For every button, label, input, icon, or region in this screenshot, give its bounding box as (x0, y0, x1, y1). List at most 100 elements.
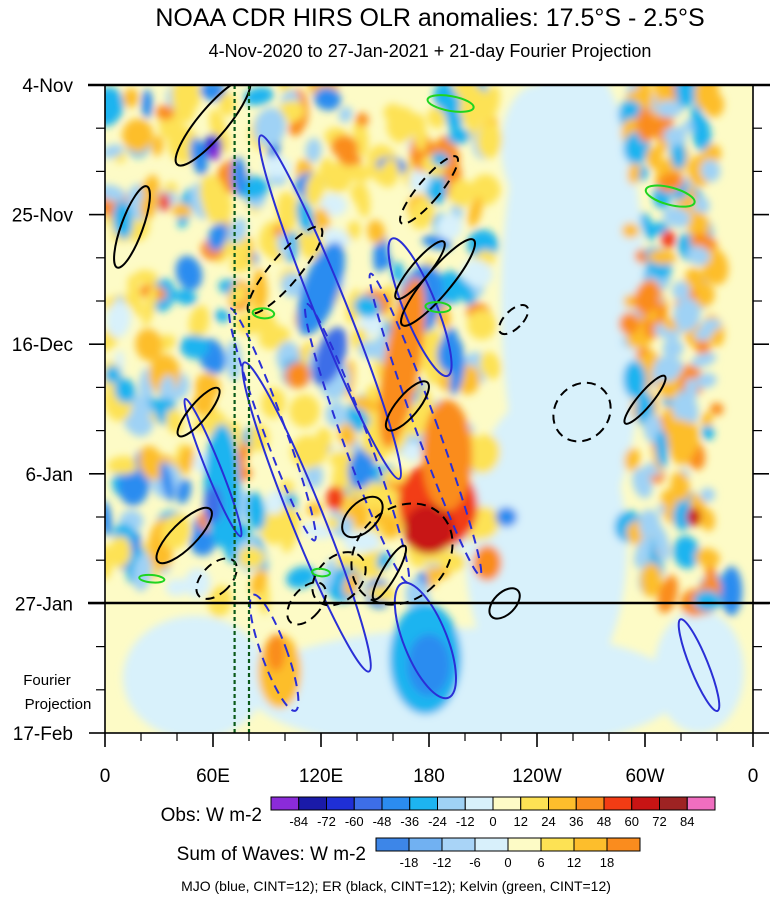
forecast-label-line2: Projection (25, 696, 92, 713)
anomaly-patch (135, 328, 163, 361)
anomaly-patch (141, 89, 153, 119)
anomaly-patch (661, 230, 676, 249)
anomaly-patch (694, 328, 713, 341)
anomaly-patch (348, 448, 375, 490)
anomaly-patch (479, 183, 502, 197)
anomaly-patch (297, 241, 345, 336)
x-tick-label: 120E (299, 766, 343, 787)
anomaly-patch (190, 528, 216, 556)
er-contour (394, 240, 446, 301)
waves-colorbar-swatch (507, 837, 542, 852)
obs-colorbar-swatch (659, 796, 688, 811)
anomaly-patch (623, 360, 647, 399)
anomaly-patch (673, 535, 700, 569)
anomaly-patch (701, 412, 713, 428)
anomaly-patch (476, 122, 503, 159)
waves-colorbar-level-label: -18 (400, 855, 419, 870)
anomaly-patch (296, 198, 315, 234)
anomaly-patch (640, 562, 662, 598)
anomaly-patch (118, 465, 150, 506)
anomaly-patch (467, 309, 497, 340)
anomaly-patch (426, 328, 442, 346)
obs-colorbar-swatch (631, 796, 660, 811)
anomaly-patch (720, 566, 743, 616)
mjo-contour (227, 307, 317, 542)
obs-colorbar-label: Obs: W m-2 (161, 805, 262, 826)
anomaly-patch (647, 249, 677, 265)
x-tick-label: 180 (413, 766, 445, 787)
er-contour (371, 544, 408, 601)
anomaly-patch (467, 196, 483, 228)
obs-colorbar-level-label: 12 (514, 814, 528, 829)
anomaly-patch (105, 184, 126, 202)
obs-colorbar-swatch (575, 796, 605, 811)
anomaly-patch (252, 268, 268, 310)
anomaly-patch (655, 100, 683, 118)
anomaly-patch (686, 507, 701, 527)
anomaly-patch (179, 334, 210, 359)
obs-colorbar-level-label: 24 (541, 814, 555, 829)
x-tick-label: 0 (100, 766, 111, 787)
anomaly-patch (204, 486, 222, 524)
obs-colorbar-level-label: -48 (373, 814, 392, 829)
anomaly-patch (407, 634, 451, 696)
anomaly-patch (495, 507, 518, 527)
er-contour (174, 85, 252, 167)
mjo-contour (368, 272, 483, 577)
waves-colorbar-label: Sum of Waves: W m-2 (177, 844, 366, 865)
anomaly-patch (465, 393, 627, 703)
anomaly-patch (367, 219, 386, 245)
wave-contours (113, 85, 721, 713)
anomaly-patch (208, 585, 232, 618)
anomaly-patch (350, 184, 366, 206)
anomaly-patch (675, 85, 691, 109)
mjo-contour (393, 581, 457, 700)
y-axis: 4-Nov 25-Nov 16-Dec 6-Jan 27-Jan 17-Feb (12, 76, 769, 745)
er-contour (341, 495, 384, 539)
anomaly-patch (142, 285, 158, 327)
anomaly-patch (657, 172, 684, 193)
anomaly-patch (685, 378, 698, 401)
anomaly-patch (171, 203, 192, 218)
obs-colorbar-swatch (326, 796, 355, 811)
anomaly-patch (461, 259, 493, 287)
anomaly-patch (114, 377, 136, 404)
er-contour (155, 506, 213, 565)
y-tick-label: 6-Jan (25, 465, 73, 486)
legend-footnote: MJO (blue, CINT=12); ER (black, CINT=12)… (181, 878, 611, 894)
anomaly-patch (351, 396, 380, 412)
waves-colorbar-level-label: -12 (433, 855, 452, 870)
anomaly-patch (690, 104, 703, 134)
anomaly-patch (313, 87, 341, 111)
anomaly-patch (640, 212, 655, 242)
anomaly-patch (633, 279, 661, 315)
anomaly-patch (305, 172, 325, 207)
er-contour (623, 374, 667, 425)
anomaly-patch (501, 85, 573, 209)
anomaly-patch (349, 499, 369, 529)
er-contour (113, 185, 151, 269)
anomaly-patch (662, 206, 691, 228)
anomaly-patch (346, 220, 361, 241)
anomaly-patch (355, 112, 369, 127)
obs-colorbar-level-label: 48 (597, 814, 611, 829)
anomaly-patch (646, 146, 663, 170)
kelvin-contour (311, 567, 331, 578)
anomaly-patch (671, 143, 687, 170)
anomaly-patch (686, 246, 711, 266)
chart-title: NOAA CDR HIRS OLR anomalies: 17.5°S - 2.… (155, 4, 704, 32)
anomaly-patch (624, 447, 641, 471)
obs-colorbar-level-label: -60 (345, 814, 364, 829)
anomaly-patch (436, 550, 467, 572)
anomaly-patch (279, 479, 294, 495)
anomaly-patch (666, 358, 684, 373)
anomaly-patch (151, 135, 164, 157)
anomaly-patch (105, 365, 121, 384)
anomaly-patch (627, 161, 641, 185)
obs-colorbar-swatch (548, 796, 577, 811)
anomaly-patch (700, 159, 721, 182)
anomaly-patch (285, 361, 311, 389)
anomaly-patch (288, 122, 303, 136)
chart-subtitle: 4-Nov-2020 to 27-Jan-2021 + 21-day Fouri… (209, 41, 652, 61)
